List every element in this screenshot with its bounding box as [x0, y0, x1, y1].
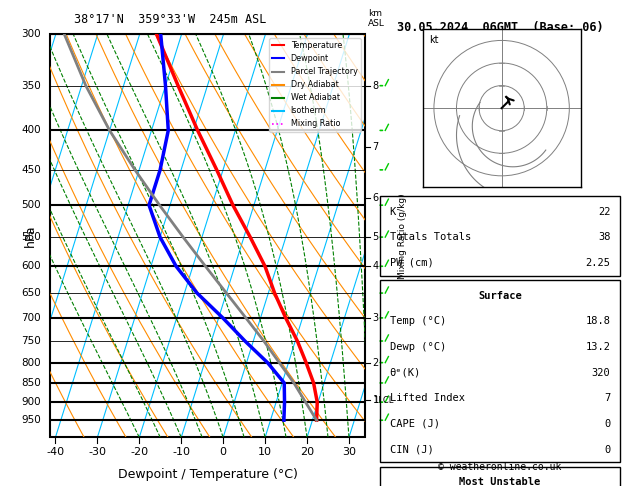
Text: 0: 0 — [220, 448, 226, 457]
Text: 13.2: 13.2 — [586, 342, 611, 352]
Bar — [380, 196, 620, 276]
Text: -30: -30 — [88, 448, 106, 457]
Text: 800: 800 — [21, 358, 41, 367]
Text: 8: 8 — [372, 81, 379, 91]
Text: K: K — [389, 207, 396, 217]
Text: Lifted Index: Lifted Index — [389, 393, 465, 403]
Text: Mixing Ratio (g/kg): Mixing Ratio (g/kg) — [398, 193, 407, 278]
Text: 18.8: 18.8 — [586, 316, 611, 326]
Text: 2.25: 2.25 — [586, 258, 611, 268]
Text: 30.05.2024  06GMT  (Base: 06): 30.05.2024 06GMT (Base: 06) — [397, 21, 603, 35]
Text: 900: 900 — [21, 397, 41, 407]
Text: 600: 600 — [21, 261, 41, 271]
Text: 38°17'N  359°33'W  245m ASL: 38°17'N 359°33'W 245m ASL — [74, 13, 266, 26]
Text: Totals Totals: Totals Totals — [389, 232, 471, 242]
Text: 6: 6 — [372, 193, 379, 204]
Bar — [380, 280, 620, 462]
Text: 320: 320 — [592, 367, 611, 378]
Text: 3: 3 — [372, 313, 379, 323]
Text: PW (cm): PW (cm) — [389, 258, 433, 268]
Text: 0: 0 — [604, 445, 611, 454]
Text: θᵉ(K): θᵉ(K) — [389, 367, 421, 378]
Text: 30: 30 — [342, 448, 356, 457]
Text: 450: 450 — [21, 165, 41, 175]
Text: hPa: hPa — [23, 225, 36, 247]
Text: Most Unstable: Most Unstable — [459, 477, 541, 486]
Text: 750: 750 — [21, 336, 41, 346]
Text: © weatheronline.co.uk: © weatheronline.co.uk — [438, 462, 562, 471]
Text: 0: 0 — [604, 419, 611, 429]
Text: 500: 500 — [21, 200, 41, 210]
Text: 5: 5 — [372, 232, 379, 242]
Text: CAPE (J): CAPE (J) — [389, 419, 440, 429]
Text: CIN (J): CIN (J) — [389, 445, 433, 454]
Text: Temp (°C): Temp (°C) — [389, 316, 446, 326]
Text: 7: 7 — [604, 393, 611, 403]
Text: 22: 22 — [598, 207, 611, 217]
Text: 4: 4 — [372, 261, 379, 271]
Text: Dewp (°C): Dewp (°C) — [389, 342, 446, 352]
Text: 38: 38 — [598, 232, 611, 242]
Text: 1: 1 — [372, 395, 379, 405]
Text: Dewpoint / Temperature (°C): Dewpoint / Temperature (°C) — [118, 468, 298, 481]
Text: 7: 7 — [372, 142, 379, 152]
Legend: Temperature, Dewpoint, Parcel Trajectory, Dry Adiabat, Wet Adiabat, Isotherm, Mi: Temperature, Dewpoint, Parcel Trajectory… — [269, 38, 361, 132]
Bar — [380, 467, 620, 486]
Text: 400: 400 — [21, 125, 41, 136]
Text: 20: 20 — [300, 448, 314, 457]
Text: -40: -40 — [47, 448, 65, 457]
Text: 2: 2 — [372, 358, 379, 367]
Text: -20: -20 — [130, 448, 148, 457]
Text: 950: 950 — [21, 415, 41, 425]
Text: kt: kt — [429, 35, 438, 46]
Text: 350: 350 — [21, 81, 41, 91]
Text: 300: 300 — [21, 29, 41, 39]
Text: 10: 10 — [258, 448, 272, 457]
Text: km
ASL: km ASL — [368, 9, 385, 28]
Text: 550: 550 — [21, 232, 41, 242]
Text: Surface: Surface — [478, 291, 522, 300]
Text: 700: 700 — [21, 313, 41, 323]
Text: 650: 650 — [21, 288, 41, 298]
Text: -10: -10 — [172, 448, 190, 457]
Text: 1LCL: 1LCL — [372, 396, 393, 405]
Text: 850: 850 — [21, 378, 41, 388]
